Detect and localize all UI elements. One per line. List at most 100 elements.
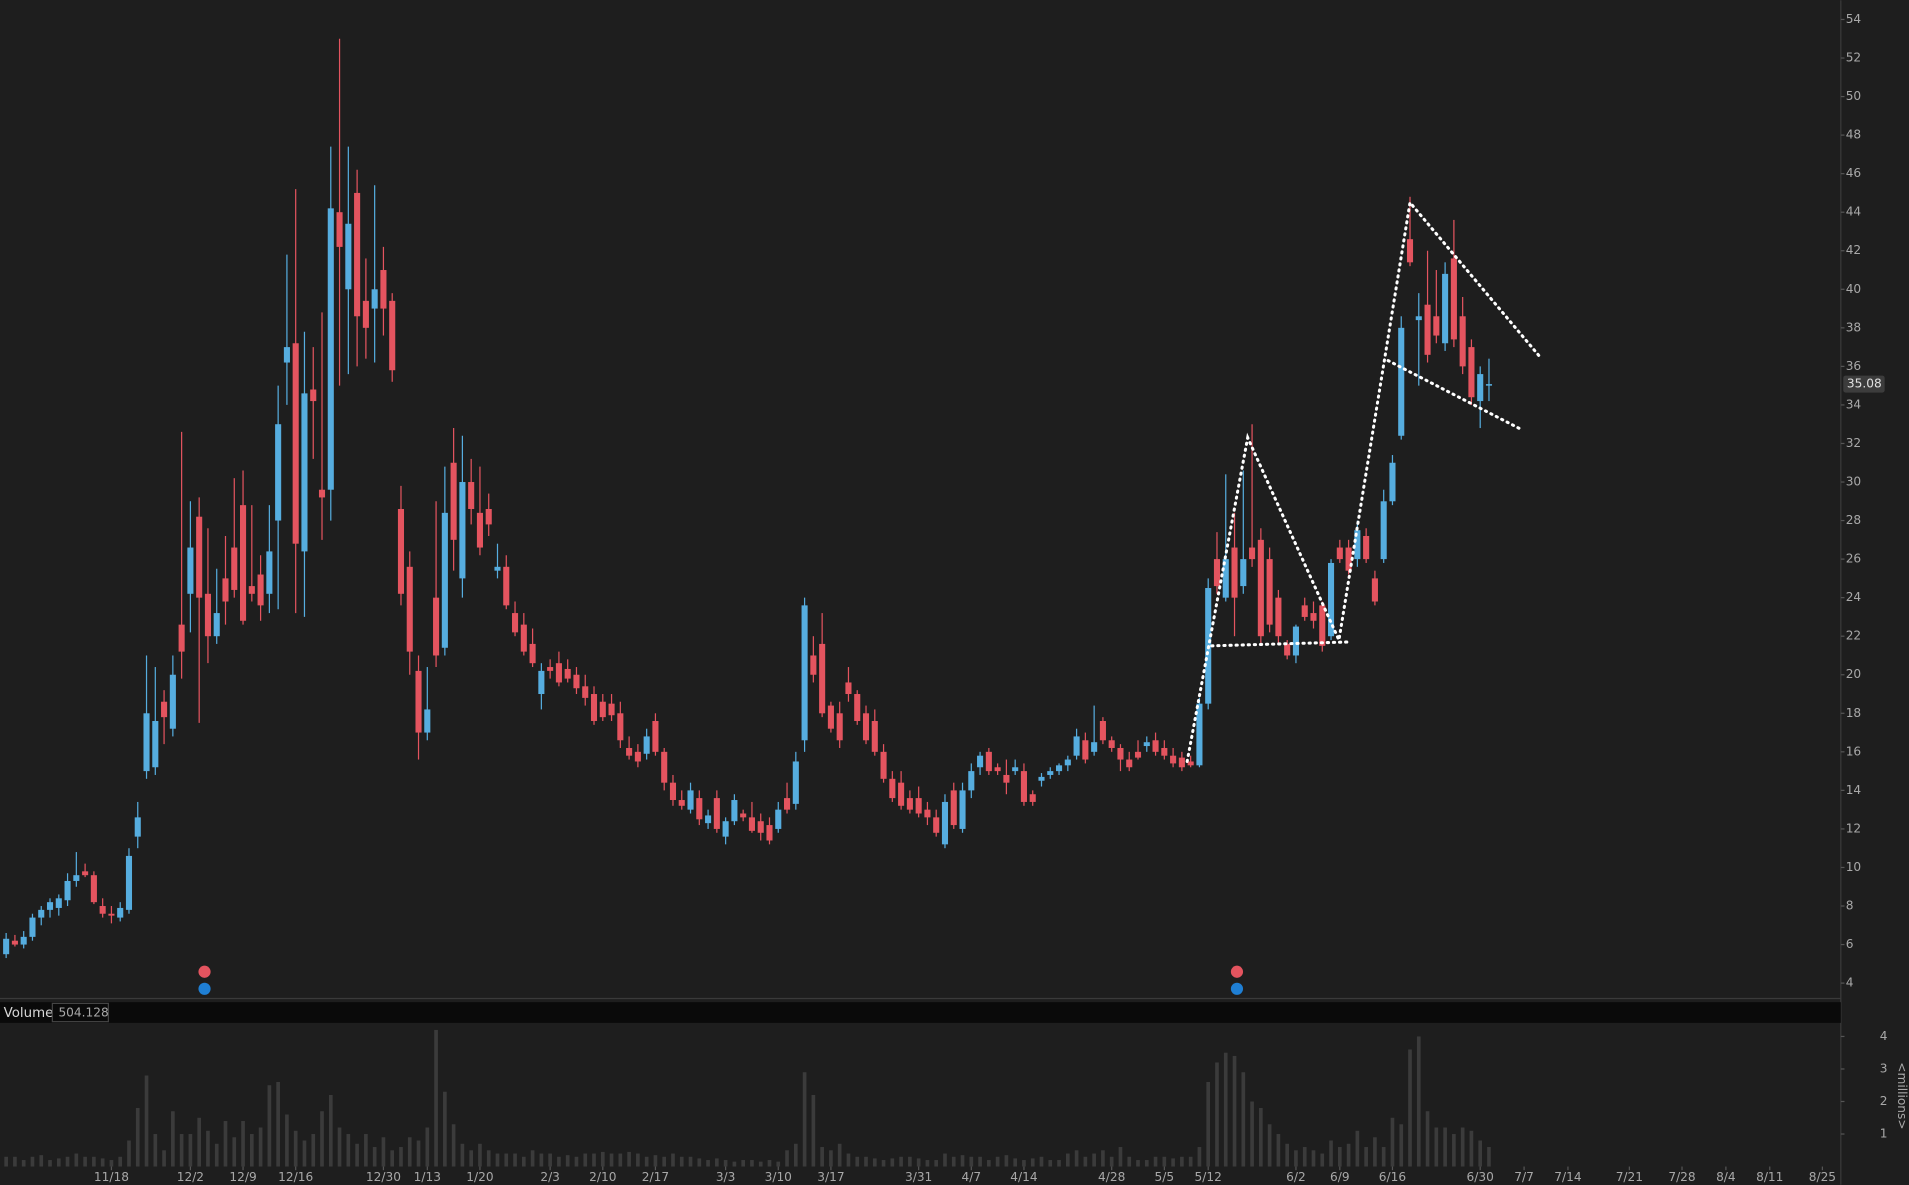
volume-bar	[1434, 1127, 1439, 1167]
candle-body	[573, 674, 580, 689]
volume-bar	[934, 1160, 939, 1167]
x-tick-label: 6/30	[1467, 1170, 1494, 1184]
candle-body	[222, 578, 229, 602]
candle-body	[1187, 761, 1194, 766]
candle-body	[1477, 374, 1484, 402]
volume-bar	[574, 1156, 579, 1167]
candle-body	[1442, 273, 1449, 344]
volume-bar	[1452, 1134, 1456, 1167]
earnings-icon[interactable]	[1230, 965, 1244, 978]
volume-bar	[1180, 1156, 1184, 1167]
candle-body	[345, 223, 352, 290]
candle-body	[1170, 755, 1177, 764]
volume-bar	[355, 1143, 359, 1167]
volume-bar	[627, 1151, 631, 1167]
volume-bar	[978, 1156, 982, 1167]
candle-body	[582, 686, 589, 698]
volume-bar	[995, 1156, 1000, 1167]
volume-value: 504.128	[58, 1006, 108, 1020]
volume-bar	[846, 1153, 851, 1167]
dividend-icon[interactable]	[198, 982, 211, 995]
candle-body	[669, 782, 677, 801]
candle-body	[1117, 747, 1124, 760]
volume-bar	[1136, 1160, 1140, 1167]
volume-bar	[653, 1155, 658, 1167]
volume-bar	[21, 1160, 26, 1167]
candle-body	[73, 875, 80, 881]
volume-bar	[899, 1156, 903, 1167]
candle-body	[1073, 736, 1080, 756]
y-tick-label: 18	[1846, 706, 1861, 720]
volume-bar	[890, 1158, 895, 1167]
candle-body	[1266, 559, 1273, 625]
y-tick-label: 52	[1846, 51, 1861, 65]
volume-title: Volume	[4, 1006, 54, 1021]
candle-body	[1196, 703, 1203, 766]
volume-bar	[399, 1147, 403, 1167]
volume-bar	[1109, 1156, 1114, 1167]
candle-body	[371, 289, 378, 309]
volume-bar	[249, 1134, 254, 1167]
candle-body	[1485, 384, 1493, 386]
volume-bar	[153, 1134, 158, 1167]
candle-body	[125, 855, 133, 910]
y-tick-label: 16	[1846, 744, 1861, 758]
volume-bar	[451, 1124, 456, 1167]
volume-bar	[1013, 1158, 1017, 1167]
candle-body	[959, 790, 966, 829]
volume-tick-label: 4	[1880, 1029, 1888, 1043]
dividend-icon[interactable]	[1230, 982, 1244, 995]
candle-body	[643, 736, 650, 754]
volume-bar	[1118, 1147, 1123, 1167]
volume-bar	[565, 1155, 570, 1167]
candle-body	[485, 508, 492, 525]
event-marker[interactable]	[1230, 965, 1244, 995]
earnings-icon[interactable]	[198, 965, 211, 978]
volume-bar	[618, 1153, 623, 1167]
candle-body	[318, 489, 326, 498]
candle-body	[740, 813, 747, 818]
candle-body	[529, 643, 536, 664]
candle-body	[152, 720, 159, 768]
volume-bar	[127, 1140, 131, 1167]
x-tick-label: 12/30	[366, 1170, 401, 1184]
candle-body	[1213, 559, 1221, 587]
candle-body	[1354, 530, 1361, 560]
volume-bar	[346, 1134, 351, 1167]
candle-body	[687, 790, 694, 810]
event-marker[interactable]	[198, 965, 211, 995]
x-tick-label: 12/9	[229, 1170, 256, 1184]
volume-bar	[1188, 1156, 1193, 1167]
candle-body	[433, 597, 440, 656]
candle-body	[1003, 774, 1010, 783]
volume-bar	[1364, 1147, 1368, 1167]
x-tick-label: 12/16	[278, 1170, 313, 1184]
x-tick-label: 12/2	[177, 1170, 204, 1184]
volume-bar	[206, 1130, 210, 1167]
volume-bar	[135, 1108, 140, 1167]
last-price-tag	[1843, 375, 1885, 393]
candle-body	[977, 755, 984, 768]
y-tick-label: 22	[1846, 629, 1861, 643]
candle-body	[924, 809, 931, 818]
volume-bar	[1487, 1147, 1491, 1167]
candle-body	[389, 300, 396, 371]
volume-bar	[4, 1156, 8, 1167]
last-price-label: 35.08	[1847, 377, 1882, 391]
volume-bar	[671, 1153, 675, 1167]
candle-body	[406, 566, 413, 652]
candle-body	[213, 613, 220, 637]
candle-body	[38, 909, 45, 918]
candle-body	[1047, 771, 1054, 775]
candle-body	[801, 605, 808, 741]
y-tick-label: 26	[1846, 552, 1861, 566]
volume-bar	[83, 1156, 87, 1167]
volume-bar	[1215, 1062, 1219, 1167]
candle-body	[898, 782, 905, 806]
candle-body	[547, 667, 554, 671]
candle-body	[1301, 605, 1308, 617]
candle-body	[459, 482, 466, 579]
volume-bar	[960, 1155, 965, 1167]
candle-body	[950, 790, 957, 826]
candle-body	[275, 424, 282, 521]
